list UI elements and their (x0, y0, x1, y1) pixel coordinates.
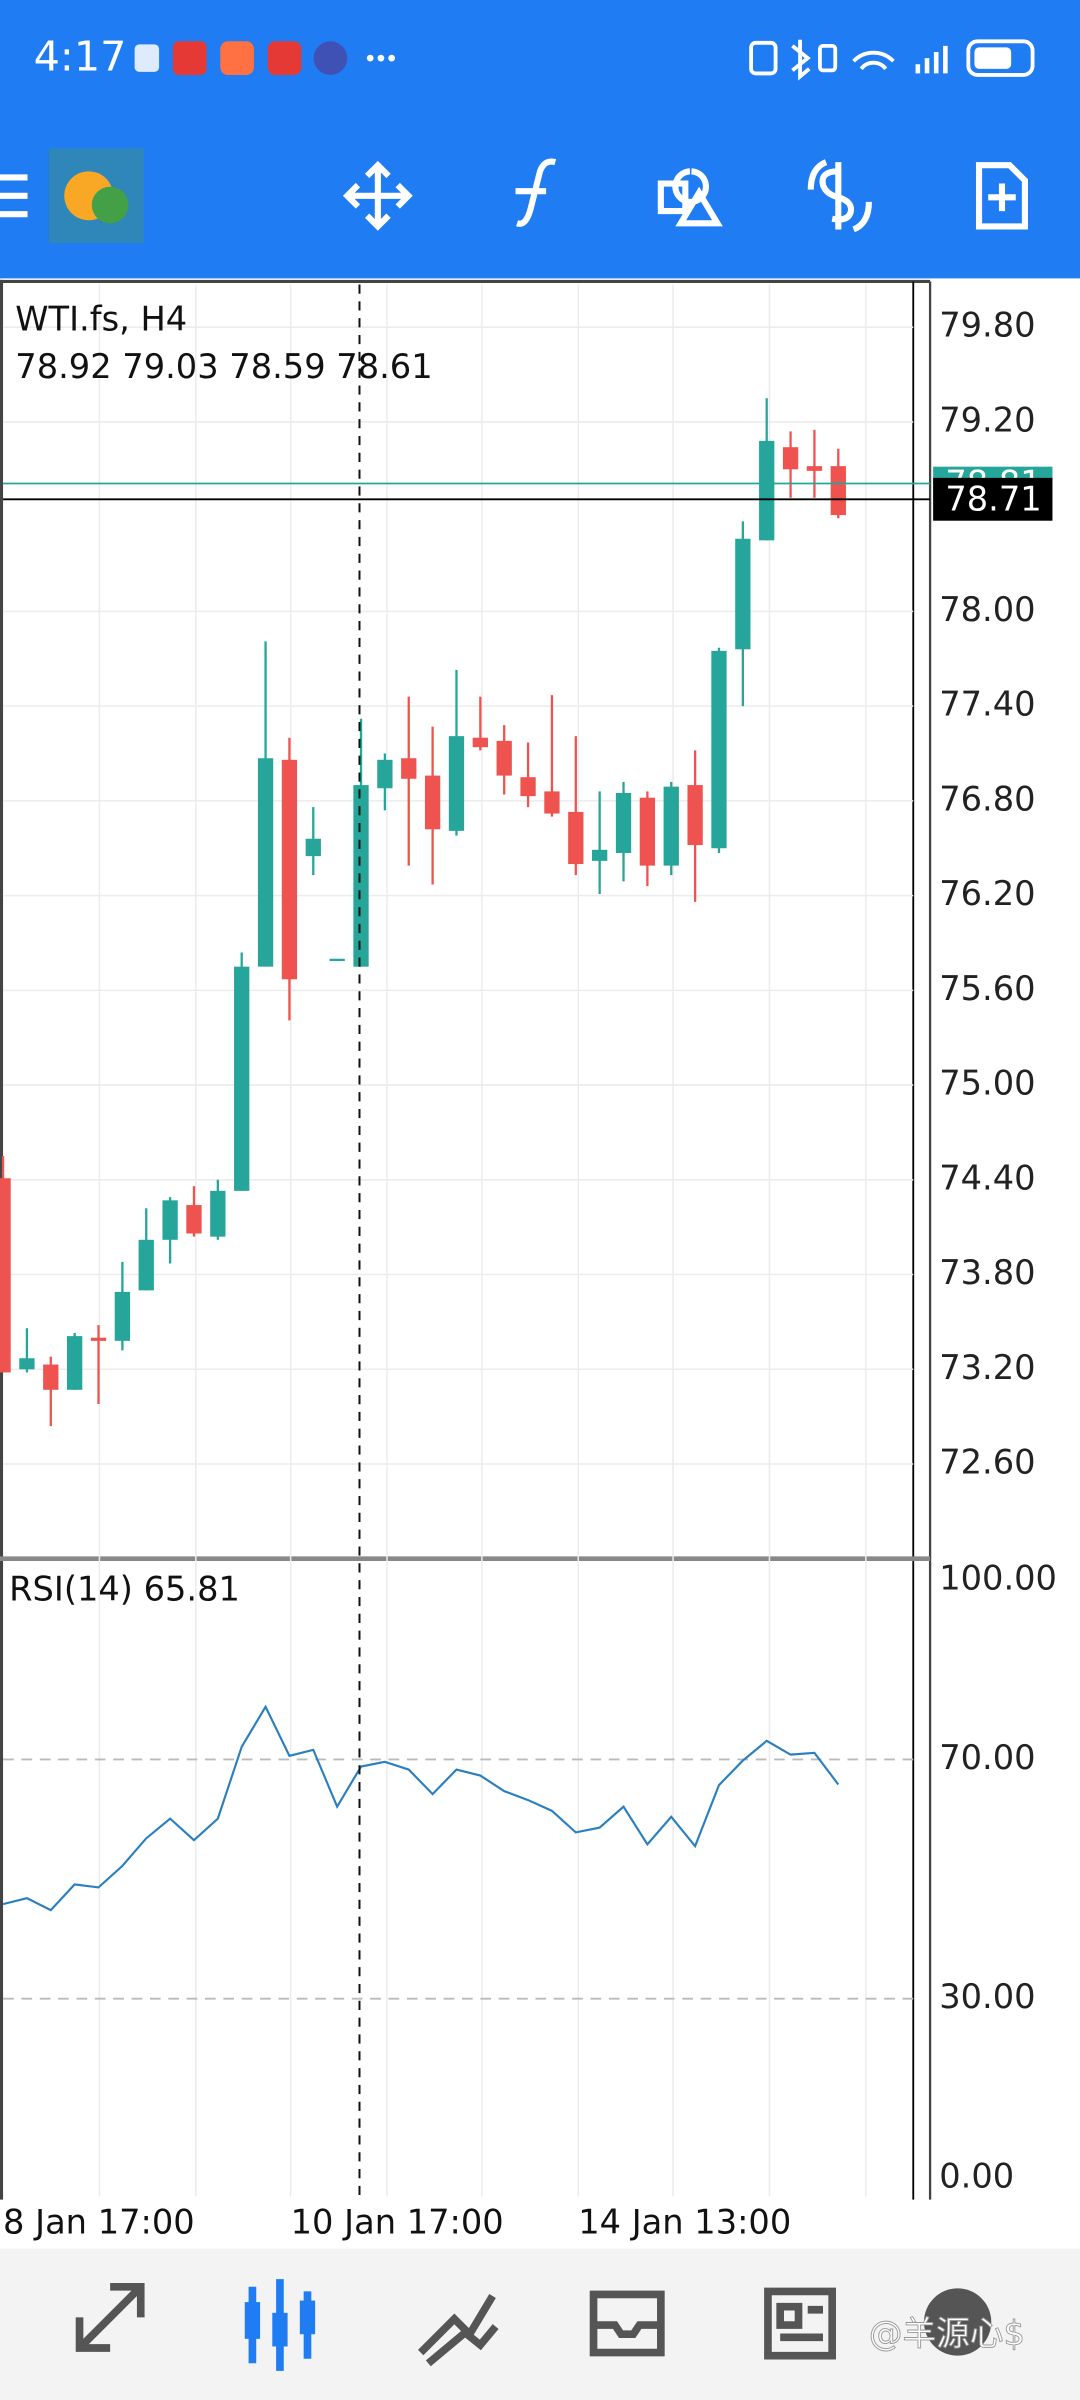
y-tick-label: 0.00 (939, 2157, 1014, 2196)
candle-body (424, 775, 441, 830)
y-tick-label: 73.20 (939, 1348, 1035, 1387)
symbol-label: WTI.fs, H4 (15, 300, 187, 339)
y-tick-label: 79.80 (939, 306, 1035, 345)
candle-body (19, 1358, 35, 1370)
bottom-nav (0, 2248, 1080, 2400)
candle-body (114, 1291, 131, 1341)
candle-body (592, 849, 608, 861)
chart-frame (0, 279, 932, 2200)
new-order-tool[interactable] (975, 162, 1028, 230)
candle-body (544, 791, 560, 814)
candle-body (210, 1190, 226, 1237)
candle-body (711, 650, 727, 849)
x-axis-label: 14 Jan 13:00 (578, 2203, 791, 2242)
objects-tool[interactable] (657, 168, 723, 227)
y-tick-label: 72.60 (939, 1443, 1035, 1482)
nav-chart (299, 2300, 316, 2335)
nav-chart (272, 2312, 288, 2347)
candle-body (353, 785, 369, 967)
y-tick-label: 76.80 (939, 779, 1035, 818)
y-tick-label: 30.00 (939, 1977, 1035, 2016)
candle-body (67, 1336, 83, 1390)
nav-trade[interactable] (417, 2294, 499, 2367)
nav-chart (244, 2302, 261, 2339)
candle-body (735, 538, 751, 650)
rsi-line (2, 1704, 840, 1912)
candle-body (329, 958, 345, 962)
candle-body (377, 759, 393, 789)
y-tick-label: 74.40 (939, 1158, 1035, 1197)
candle-body (162, 1200, 178, 1240)
candle-body (806, 466, 823, 471)
rsi-label: RSI(14) 65.81 (9, 1569, 240, 1608)
app-header (0, 0, 1080, 279)
toolbar (0, 148, 1028, 244)
y-tick-label: 73.80 (939, 1253, 1035, 1292)
candle-body (687, 785, 703, 846)
candle-body (401, 758, 417, 779)
candle-body (520, 777, 536, 797)
y-tick-label: 79.20 (939, 400, 1035, 439)
candle-body (257, 758, 274, 967)
crosshair-tool[interactable] (342, 160, 413, 231)
status-system-icons (749, 39, 1035, 81)
y-tick-label: 78.00 (939, 590, 1035, 629)
y-tick-label: 76.20 (939, 874, 1035, 913)
candle-body (305, 838, 321, 857)
y-tick-label: 75.00 (939, 1064, 1035, 1103)
y-tick-label: 70.00 (939, 1738, 1035, 1777)
candle-body (782, 447, 799, 470)
watermark: @羊源心$ (869, 2314, 1025, 2353)
candle-body (639, 797, 656, 866)
candle-body (663, 786, 679, 866)
candle-body (234, 966, 250, 1191)
candle-body (568, 811, 584, 865)
y-tick-label: 75.60 (939, 969, 1035, 1008)
bid-label-bg (933, 477, 1053, 521)
trade-tool[interactable] (807, 159, 872, 233)
nav-history[interactable] (589, 2290, 665, 2357)
y-tick-label: 100.00 (939, 1558, 1057, 1597)
candle-body (90, 1337, 107, 1341)
candle-body (0, 1178, 11, 1373)
vertical-grid (98, 284, 867, 2197)
status-notification-icons (134, 41, 395, 75)
candle-body (830, 466, 846, 516)
nav-news[interactable] (764, 2287, 837, 2360)
x-axis-label: 8 Jan 17:00 (3, 2203, 195, 2242)
status-time: 4:17 (34, 33, 127, 81)
indicators-tool[interactable] (515, 158, 557, 227)
candle-body (43, 1364, 59, 1390)
menu-button[interactable] (0, 174, 28, 218)
x-axis-label: 10 Jan 17:00 (291, 2203, 504, 2242)
nav-quotes[interactable] (75, 2282, 145, 2352)
candle-body (448, 736, 465, 831)
candle-body (615, 792, 632, 853)
app-logo-mark (91, 186, 129, 224)
bid-label: 78.71 (945, 479, 1041, 518)
candle-body (759, 440, 775, 541)
candle-body (186, 1205, 202, 1234)
candle-body (472, 737, 488, 748)
ohlc-label: 78.92 79.03 78.59 78.61 (15, 347, 432, 386)
candle-body (496, 740, 512, 776)
candle-body (138, 1239, 154, 1291)
y-tick-label: 77.40 (939, 685, 1035, 724)
nav-settings[interactable] (923, 2288, 992, 2356)
candle-body (281, 759, 298, 980)
